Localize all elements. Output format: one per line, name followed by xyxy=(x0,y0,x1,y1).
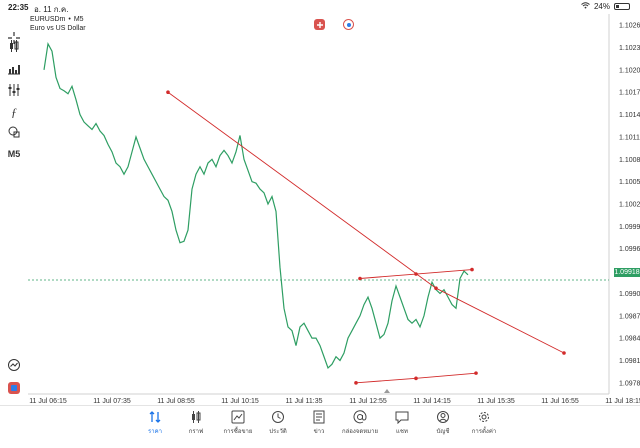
indicators-icon[interactable] xyxy=(6,60,22,76)
status-bar: 22:35 อ. 11 ก.ค. 24% xyxy=(0,0,640,14)
price-tick-label: 1.10260 xyxy=(619,23,640,30)
trendline-1[interactable] xyxy=(167,91,565,354)
tab-label: การซื้อขาย xyxy=(223,429,253,435)
quotes-icon xyxy=(149,411,161,423)
price-tick-label: 1.10050 xyxy=(619,179,640,186)
tab-settings[interactable]: การตั้งค่า xyxy=(464,410,504,436)
chat-icon xyxy=(395,411,409,424)
time-tick-label: 11 Jul 11:35 xyxy=(285,398,322,405)
price-line-series xyxy=(43,41,469,369)
bottom-tab-bar: ราคา กราฟ การซื้อขาย ประวัติ ข่าว กล่องจ… xyxy=(0,405,640,448)
price-tick-label: 1.09780 xyxy=(619,380,640,387)
time-axis: 11 Jul 06:15 11 Jul 07:35 11 Jul 08:55 11 J… xyxy=(29,398,640,405)
chart-top-icons xyxy=(314,19,354,30)
account-icon xyxy=(437,411,449,423)
price-axis: 1.10260 1.10230 1.10200 1.10170 1.10140 1.101… xyxy=(619,23,640,388)
left-toolbar: ƒ M5 xyxy=(0,30,28,410)
symbol-separator-icon: • xyxy=(68,16,71,23)
time-tick-label: 11 Jul 15:35 xyxy=(477,398,515,405)
battery-percent: 24% xyxy=(593,2,610,11)
price-tick-label: 1.10230 xyxy=(619,45,640,52)
time-tick-label: 11 Jul 12:55 xyxy=(349,398,387,405)
tab-label: บัญชี xyxy=(436,429,450,435)
settings-sliders-icon[interactable] xyxy=(6,82,22,98)
trendline-handle[interactable] xyxy=(434,286,438,290)
price-tick-label: 1.09990 xyxy=(619,224,640,231)
price-tick-label: 1.09900 xyxy=(619,291,640,298)
status-right: 24% xyxy=(581,2,630,11)
tab-label: การตั้งค่า xyxy=(471,429,497,435)
wifi-icon xyxy=(581,2,590,11)
symbol-name: EURUSDm xyxy=(30,16,66,23)
tab-label: ประวัติ xyxy=(269,429,287,435)
chart-icon xyxy=(192,411,201,423)
trendline-handle[interactable] xyxy=(470,267,474,272)
price-tick-label: 1.09840 xyxy=(619,336,640,343)
price-tick-label: 1.09960 xyxy=(619,246,640,253)
price-tick-label: 1.09810 xyxy=(619,358,640,365)
trade-icon xyxy=(231,410,245,424)
history-icon xyxy=(272,411,284,423)
tab-history[interactable]: ประวัติ xyxy=(258,410,298,436)
scroll-marker-icon[interactable] xyxy=(384,389,390,393)
objects-icon[interactable] xyxy=(6,124,22,140)
tab-account[interactable]: บัญชี xyxy=(423,410,463,436)
time-tick-label: 11 Jul 16:55 xyxy=(541,398,579,405)
tab-label: ราคา xyxy=(148,429,162,435)
tab-label: กราฟ xyxy=(188,429,204,435)
symbol-header[interactable]: EURUSDm • M5 Euro vs US Dollar xyxy=(30,15,86,33)
price-tick-label: 1.10140 xyxy=(619,112,640,119)
mailbox-icon xyxy=(353,410,367,424)
price-tick-label: 1.10020 xyxy=(619,202,640,209)
time-tick-label: 11 Jul 08:55 xyxy=(157,398,195,405)
tab-news[interactable]: ข่าว xyxy=(299,410,339,436)
status-time: 22:35 xyxy=(8,3,29,12)
price-tick-label: 1.09870 xyxy=(619,313,640,320)
signal-icon[interactable] xyxy=(343,19,354,30)
tab-quotes[interactable]: ราคา xyxy=(135,410,175,436)
settings-icon xyxy=(479,412,489,422)
timeframe-button[interactable]: M5 xyxy=(7,149,21,159)
trendlines xyxy=(166,90,566,385)
price-tick-label: 1.10200 xyxy=(619,67,640,74)
one-click-trading-icon[interactable] xyxy=(314,19,325,30)
trendline-handle[interactable] xyxy=(414,272,418,276)
function-icon[interactable]: ƒ xyxy=(11,104,17,119)
tab-chat[interactable]: แชท xyxy=(382,410,422,436)
time-tick-label: 11 Jul 18:15 xyxy=(605,398,640,405)
status-date: อ. 11 ก.ค. xyxy=(34,5,69,14)
time-tick-label: 11 Jul 10:15 xyxy=(221,398,259,405)
trend-analysis-icon[interactable] xyxy=(6,357,22,373)
trendline-handle[interactable] xyxy=(474,371,478,375)
tab-label: แชท xyxy=(396,429,408,435)
tab-label: ข่าว xyxy=(313,429,325,435)
trendline-handle[interactable] xyxy=(562,351,566,355)
time-tick-label: 11 Jul 07:35 xyxy=(93,398,131,405)
candlestick-type-icon[interactable] xyxy=(6,38,22,54)
symbol-description: Euro vs US Dollar xyxy=(30,25,86,32)
tab-label: กล่องจดหมาย xyxy=(341,429,379,435)
trendline-handle[interactable] xyxy=(354,381,358,385)
battery-icon xyxy=(614,3,630,10)
trade-panel-icon[interactable] xyxy=(6,380,22,396)
crosshair-icon[interactable] xyxy=(6,30,22,46)
tab-chart[interactable]: กราฟ xyxy=(176,410,216,436)
symbol-timeframe: M5 xyxy=(73,16,84,23)
price-tick-label: 1.10170 xyxy=(619,90,640,97)
price-tick-label: 1.10110 xyxy=(619,134,640,141)
tab-mailbox[interactable]: กล่องจดหมาย xyxy=(340,410,380,436)
trendline-handle[interactable] xyxy=(166,90,170,95)
news-icon xyxy=(313,410,325,424)
trendline-handle[interactable] xyxy=(414,376,418,381)
time-tick-label: 11 Jul 14:15 xyxy=(413,398,451,405)
price-tick-label: 1.10080 xyxy=(619,157,640,164)
time-tick-label: 11 Jul 06:15 xyxy=(29,398,67,405)
trendline-handle[interactable] xyxy=(358,276,362,281)
tab-trade[interactable]: การซื้อขาย xyxy=(218,410,258,436)
current-price-badge: 1.09918 xyxy=(614,268,640,277)
